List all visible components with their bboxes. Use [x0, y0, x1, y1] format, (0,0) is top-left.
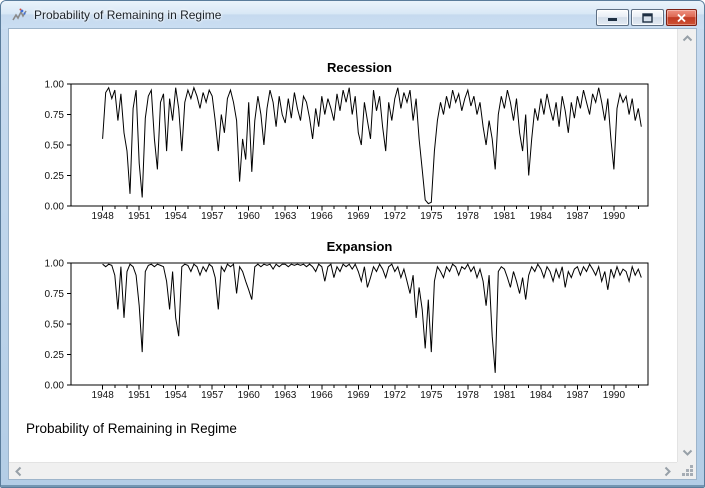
svg-text:1972: 1972	[384, 390, 407, 401]
svg-text:0.25: 0.25	[45, 171, 65, 182]
svg-text:1987: 1987	[566, 390, 589, 401]
svg-text:1951: 1951	[128, 211, 151, 222]
svg-text:1990: 1990	[603, 211, 626, 222]
svg-text:1960: 1960	[238, 390, 261, 401]
window-title: Probability of Remaining in Regime	[34, 8, 222, 22]
chevron-right-icon[interactable]	[660, 464, 675, 479]
svg-text:1948: 1948	[92, 390, 115, 401]
resize-grip[interactable]	[677, 462, 696, 479]
graph-caption: Probability of Remaining in Regime	[26, 421, 237, 436]
svg-text:1975: 1975	[420, 211, 443, 222]
svg-text:1978: 1978	[457, 211, 480, 222]
svg-text:1984: 1984	[530, 211, 553, 222]
svg-text:1969: 1969	[347, 211, 370, 222]
resize-grip-icon	[682, 465, 693, 476]
svg-text:1990: 1990	[603, 390, 626, 401]
graph-content: Recession 1.00 0.75 0.50 0.25 0.00 1948 1951 195…	[9, 29, 677, 462]
svg-text:Recession: Recession	[327, 60, 392, 75]
svg-text:1981: 1981	[493, 211, 516, 222]
svg-text:0.50: 0.50	[45, 320, 65, 331]
chevron-up-icon[interactable]	[680, 31, 695, 46]
svg-text:1.00: 1.00	[45, 259, 65, 270]
svg-text:1957: 1957	[201, 390, 224, 401]
svg-text:0.50: 0.50	[45, 141, 65, 152]
svg-text:1960: 1960	[238, 211, 261, 222]
title-bar[interactable]: Probability of Remaining in Regime	[1, 1, 704, 29]
svg-text:1.00: 1.00	[45, 80, 65, 91]
svg-text:1948: 1948	[92, 211, 115, 222]
recession-chart: Recession 1.00 0.75 0.50 0.25 0.00 1948 1951 195…	[45, 60, 649, 222]
svg-text:1951: 1951	[128, 390, 151, 401]
svg-text:1984: 1984	[530, 390, 553, 401]
svg-text:1981: 1981	[493, 390, 516, 401]
svg-text:0.75: 0.75	[45, 110, 65, 121]
close-icon	[677, 13, 686, 22]
expansion-chart: Expansion 1.00 0.75 0.50 0.25 0.00 1948 1951 195…	[45, 239, 649, 401]
graph-icon	[11, 7, 28, 24]
svg-text:1963: 1963	[274, 390, 297, 401]
client-area: Recession 1.00 0.75 0.50 0.25 0.00 1948 1951 195…	[9, 29, 696, 479]
vertical-scrollbar[interactable]	[677, 29, 696, 462]
svg-text:1972: 1972	[384, 211, 407, 222]
horizontal-scrollbar[interactable]	[9, 462, 677, 479]
svg-text:0.25: 0.25	[45, 350, 65, 361]
svg-text:0.00: 0.00	[45, 381, 65, 392]
svg-text:1978: 1978	[457, 390, 480, 401]
svg-text:1963: 1963	[274, 211, 297, 222]
svg-text:Expansion: Expansion	[327, 239, 393, 254]
svg-text:1969: 1969	[347, 390, 370, 401]
svg-text:1975: 1975	[420, 390, 443, 401]
svg-text:1966: 1966	[311, 211, 334, 222]
svg-text:0.00: 0.00	[45, 202, 65, 213]
chevron-left-icon[interactable]	[11, 464, 26, 479]
svg-text:1987: 1987	[566, 211, 589, 222]
chevron-down-icon[interactable]	[680, 445, 695, 460]
svg-text:1966: 1966	[311, 390, 334, 401]
svg-text:0.75: 0.75	[45, 289, 65, 300]
window-controls	[594, 9, 697, 26]
svg-text:1954: 1954	[165, 390, 188, 401]
maximize-icon	[642, 12, 653, 23]
maximize-button[interactable]	[631, 9, 664, 26]
close-button[interactable]	[666, 9, 697, 26]
svg-text:1954: 1954	[165, 211, 188, 222]
minimize-icon	[607, 18, 617, 21]
minimize-button[interactable]	[596, 9, 629, 26]
svg-text:1957: 1957	[201, 211, 224, 222]
